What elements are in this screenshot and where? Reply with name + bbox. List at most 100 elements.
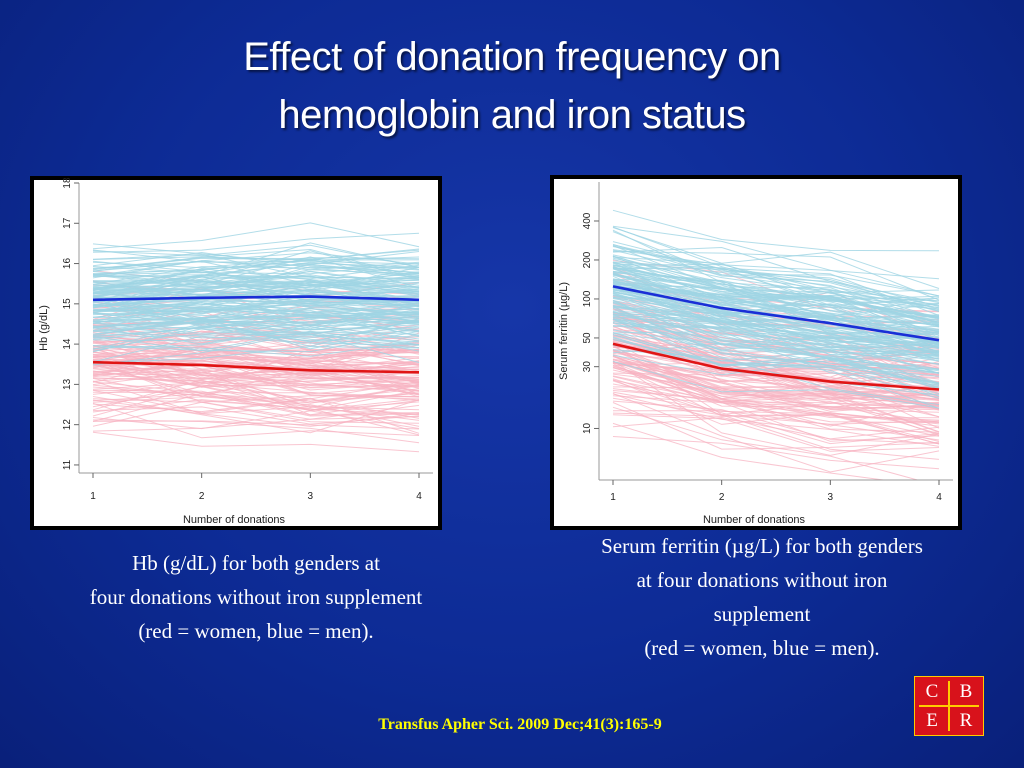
donor-line	[92, 404, 420, 432]
donor-line	[612, 284, 940, 345]
mean-line	[612, 285, 940, 342]
donor-line	[612, 249, 940, 309]
donor-line	[92, 321, 420, 345]
y-tick-label: 10	[582, 422, 593, 434]
donor-line	[612, 414, 940, 452]
donor-line	[92, 248, 420, 279]
y-tick-label: 17	[62, 217, 73, 229]
donor-line	[92, 251, 420, 269]
hb-caption-line: four donations without iron supplement	[89, 585, 423, 609]
logo-divider	[919, 705, 979, 707]
donor-line	[92, 377, 420, 389]
donor-line	[612, 261, 940, 316]
donor-line	[612, 274, 940, 319]
donor-line	[612, 383, 940, 437]
mean-line	[92, 295, 420, 302]
donor-line	[612, 339, 940, 399]
y-tick-label: 11	[62, 459, 73, 470]
donor-line	[612, 243, 940, 310]
donor-line	[612, 227, 940, 289]
logo-letter: R	[959, 710, 973, 731]
y-tick-label: 50	[582, 332, 593, 344]
donor-line	[612, 267, 940, 326]
y-tick-label: 16	[62, 258, 73, 270]
donor-line	[92, 272, 420, 285]
x-tick-label: 3	[828, 492, 834, 503]
donor-line	[92, 320, 420, 343]
donor-line	[612, 332, 940, 395]
donor-line	[92, 384, 420, 404]
x-tick-label: 2	[199, 491, 205, 502]
donor-line	[612, 436, 940, 470]
x-axis-label: Number of donations	[703, 514, 806, 526]
donor-line	[612, 331, 940, 386]
mean-line	[92, 360, 420, 374]
hb-caption-line: Hb (g/dL) for both genders at	[132, 551, 380, 575]
donor-line	[92, 319, 420, 328]
donor-line	[612, 298, 940, 357]
donor-line	[612, 361, 940, 411]
donor-line	[612, 355, 940, 433]
ferritin-caption-line: supplement	[713, 602, 811, 626]
donor-line	[92, 393, 420, 422]
donor-line	[612, 225, 940, 297]
donor-line	[612, 246, 940, 312]
title-line-1: Effect of donation frequency on	[243, 35, 781, 79]
x-tick-label: 4	[416, 491, 422, 502]
y-tick-label: 100	[582, 290, 593, 307]
donor-line	[92, 244, 420, 268]
donor-line	[92, 331, 420, 347]
donor-line	[612, 376, 940, 423]
donor-line	[612, 244, 940, 306]
donor-line	[92, 334, 420, 372]
donor-line	[612, 300, 940, 375]
donor-line	[612, 390, 940, 433]
ferritin-caption-line: at four donations without iron	[636, 568, 888, 592]
donor-line	[92, 298, 420, 328]
y-tick-label: 14	[62, 338, 73, 350]
donor-line	[92, 398, 420, 420]
y-tick-label: 15	[62, 298, 73, 310]
donor-line	[612, 359, 940, 409]
cber-logo: C B E R	[914, 676, 984, 736]
x-tick-label: 1	[90, 491, 96, 502]
donor-line	[612, 369, 940, 435]
y-axis-label: Serum ferritin (µg/L)	[558, 282, 570, 380]
slide-title: Effect of donation frequency on hemoglob…	[0, 28, 1024, 144]
donor-line	[612, 412, 940, 445]
ferritin-chart: 10 30 50 100 200 400 1 2 3 4 Number of donations Se…	[554, 179, 958, 526]
donor-line	[612, 320, 940, 390]
donor-line	[612, 272, 940, 320]
donor-line	[612, 263, 940, 304]
ferritin-caption-line: (red = women, blue = men).	[644, 636, 880, 660]
donor-line	[92, 264, 420, 291]
donor-line	[92, 342, 420, 385]
donor-line	[92, 382, 420, 401]
donor-line	[92, 274, 420, 291]
donor-line	[92, 264, 420, 280]
donor-line	[612, 292, 940, 345]
donor-line	[92, 381, 420, 398]
donor-line	[612, 310, 940, 371]
title-line-2: hemoglobin and iron status	[278, 93, 746, 137]
donor-line	[92, 305, 420, 318]
donor-line	[612, 251, 940, 301]
donor-line	[92, 327, 420, 362]
donor-line	[92, 329, 420, 342]
donor-line	[92, 232, 420, 253]
donor-line	[612, 245, 940, 308]
donor-line	[92, 249, 420, 265]
donor-line	[92, 222, 420, 250]
citation: Transfus Apher Sci. 2009 Dec;41(3):165-9	[378, 716, 662, 733]
donor-line	[92, 371, 420, 383]
donor-line	[92, 326, 420, 353]
donor-line	[612, 282, 940, 326]
donor-line	[612, 386, 940, 442]
donor-line	[92, 307, 420, 325]
donor-line	[92, 250, 420, 282]
donor-line	[612, 410, 940, 441]
donor-line	[92, 327, 420, 337]
donor-line	[612, 400, 940, 444]
donor-line	[612, 267, 940, 307]
